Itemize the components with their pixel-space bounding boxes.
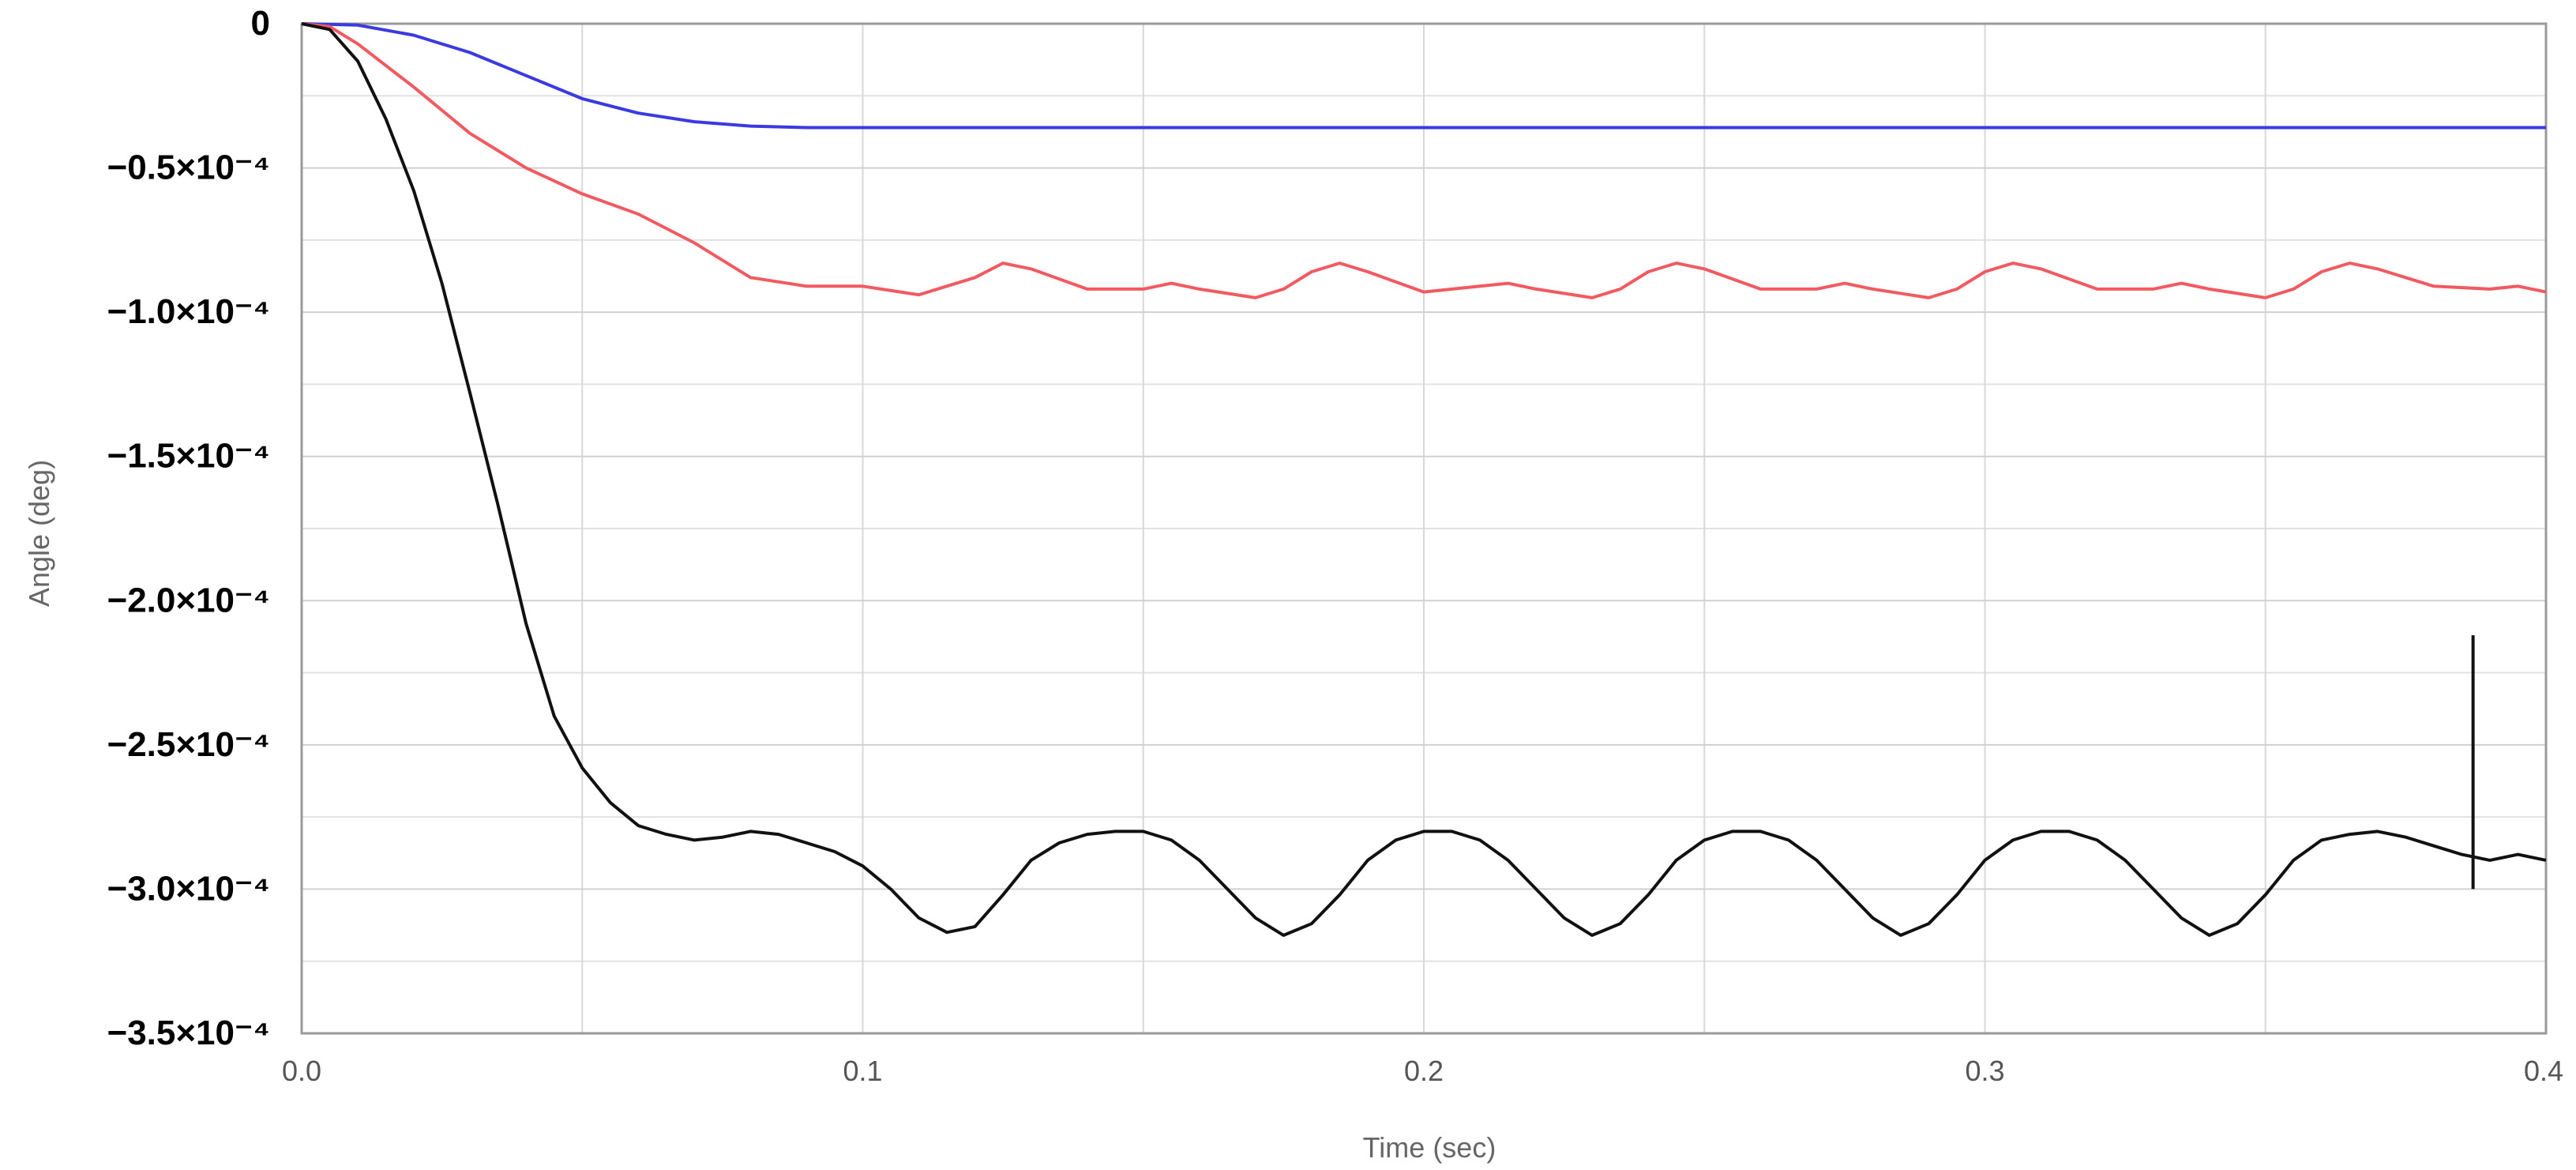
x-tick-label: 0.4 — [2524, 1055, 2563, 1087]
y-tick-labels: 0 −0.5×10⁻⁴ −1.0×10⁻⁴ −1.5×10⁻⁴ −2.0×10⁻⁴ −2.… — [107, 4, 271, 1052]
x-tick-label: 0.1 — [843, 1055, 882, 1087]
y-tick-label: −2.0×10⁻⁴ — [107, 581, 271, 619]
series-line-3 — [301, 22, 2547, 937]
x-axis-label: Time (sec) — [1363, 1131, 1496, 1164]
x-tick-labels: 0.0 0.1 0.2 0.3 0.4 — [282, 1055, 2563, 1087]
x-tick-label: 0.0 — [282, 1055, 321, 1087]
series-line-2 — [301, 22, 2547, 299]
y-axis-label: Angle (deg) — [23, 460, 55, 607]
plot-area-frame — [300, 22, 2548, 1035]
series-line-1 — [301, 22, 2546, 130]
y-tick-label: −1.0×10⁻⁴ — [107, 292, 271, 331]
y-tick-label: −3.5×10⁻⁴ — [107, 1014, 271, 1052]
data-series — [301, 22, 2547, 937]
y-tick-label: −1.5×10⁻⁴ — [107, 437, 271, 476]
x-grid — [581, 24, 2547, 1033]
y-tick-label: −0.5×10⁻⁴ — [107, 149, 271, 187]
x-tick-label: 0.3 — [1965, 1055, 2004, 1087]
x-tick-label: 0.2 — [1404, 1055, 1444, 1087]
plot-frame — [300, 22, 2548, 1035]
y-tick-label: −2.5×10⁻⁴ — [107, 725, 271, 764]
y-tick-label: −3.0×10⁻⁴ — [107, 869, 271, 908]
y-tick-label: 0 — [251, 4, 270, 43]
